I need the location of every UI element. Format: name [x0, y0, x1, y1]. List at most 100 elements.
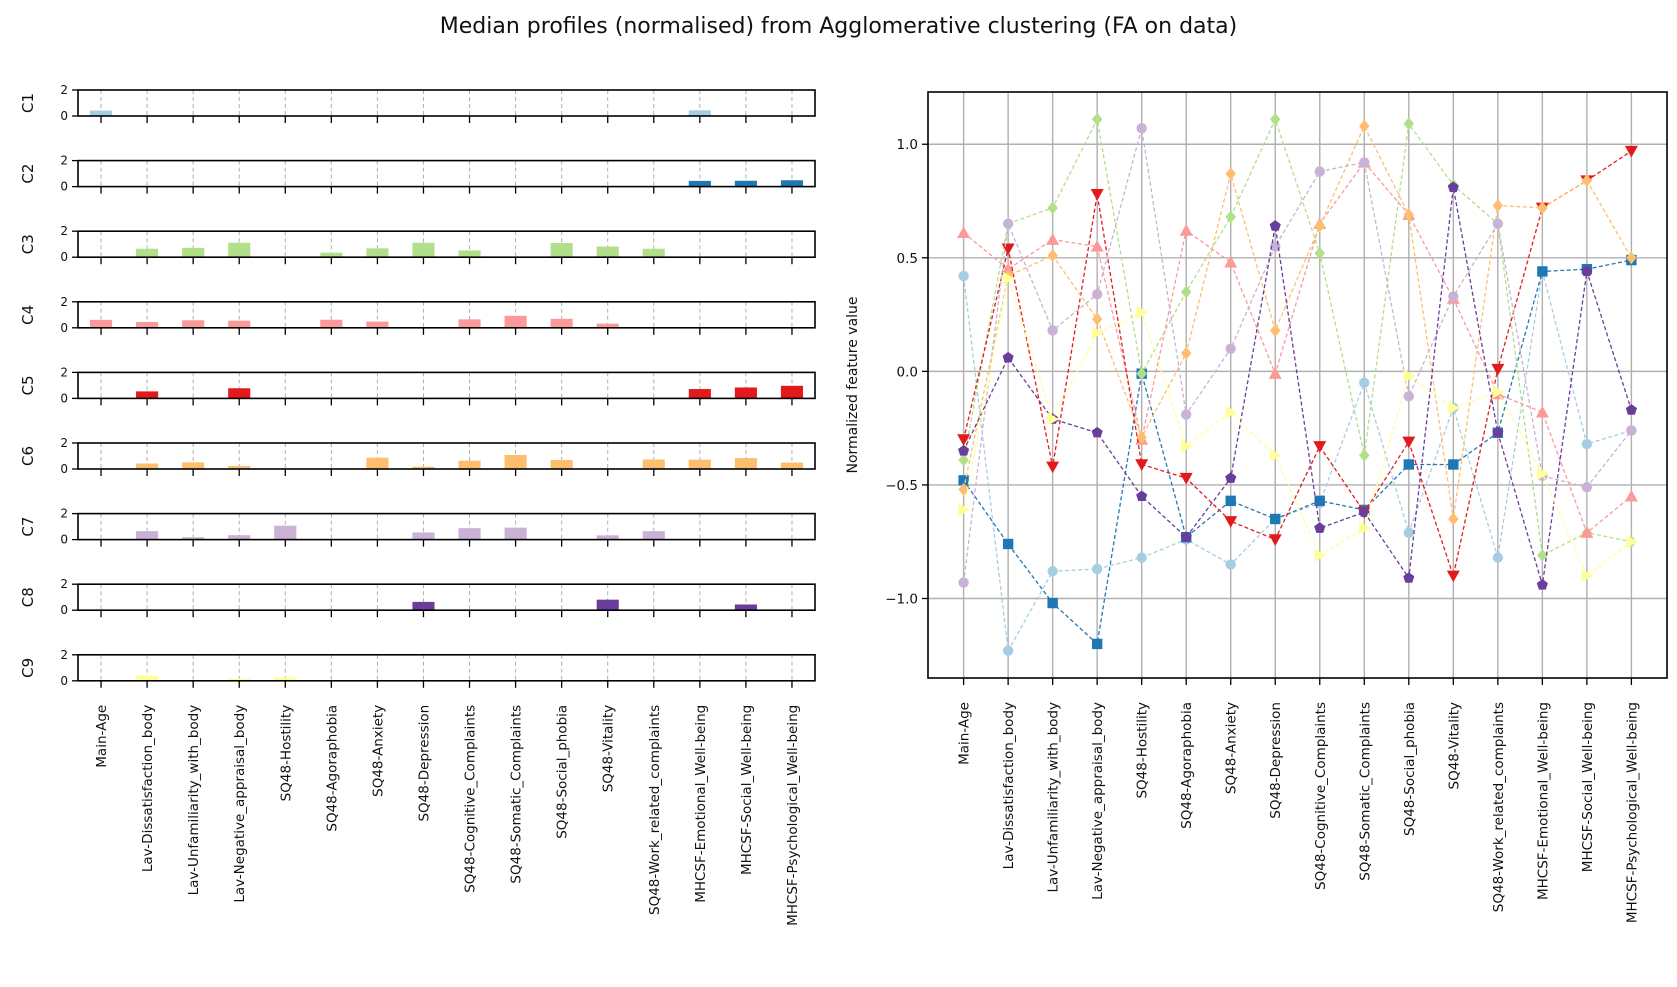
bar-c8-7 — [412, 601, 435, 611]
series-4-point-1 — [1001, 262, 1015, 275]
y-axis-label: Normalized feature value — [845, 296, 861, 473]
series-8-point-10 — [1403, 572, 1415, 583]
y-tick-label: 0 — [60, 533, 68, 547]
y-tick-label: 0 — [60, 109, 68, 123]
series-9-point-15 — [1626, 535, 1638, 549]
series-line-7 — [962, 128, 1632, 583]
panel-frame — [77, 512, 816, 541]
series-4 — [957, 155, 1638, 538]
y-tick-label: 0 — [60, 180, 68, 194]
panel-label: C8 — [19, 587, 37, 607]
series-2-point-13 — [1537, 266, 1548, 277]
bar-c3-2 — [182, 247, 205, 258]
x-tick-label: SQ48-Somatic_Complaints — [1357, 702, 1373, 881]
x-tick-label: SQ48-Depression — [1268, 702, 1284, 819]
bar-c7-1 — [136, 531, 159, 540]
panel-frame — [77, 159, 816, 188]
bar-c6-6 — [366, 457, 389, 469]
x-tick-label: Lav-Dissatisfaction_body — [140, 705, 156, 872]
small-multiples-bar-chart: 2 0 C1 2 0 C2 2 0 C3 2 0 C4 2 0 C5 2 0 C6 2 0 C7 2 0 C8 2 0 C9 Main… — [19, 83, 816, 926]
panel-label: C5 — [19, 375, 37, 395]
bar-c7-4 — [274, 525, 297, 540]
series-3-point-8 — [1314, 246, 1325, 260]
x-tick-label: MHCSF-Social_Well-being — [739, 705, 755, 875]
x-tick-label: MHCSF-Emotional_Well-being — [693, 705, 709, 903]
x-tick-label: Lav-Negative_appraisal_body — [1090, 702, 1106, 900]
panel-frame — [77, 371, 816, 400]
bar-c6-12 — [642, 459, 665, 469]
series-7-point-12 — [1492, 218, 1504, 229]
x-tick-label: Lav-Dissatisfaction_body — [1001, 702, 1017, 869]
series-5-point-7 — [1268, 534, 1282, 546]
x-tick-label: SQ48-Social_phobia — [1402, 702, 1418, 836]
series-4-point-7 — [1268, 367, 1282, 379]
y-tick-label: 2 — [60, 295, 68, 309]
bar-c7-7 — [412, 532, 435, 540]
y-tick-label: −1.0 — [885, 592, 918, 608]
series-3 — [958, 112, 1637, 562]
series-9-point-6 — [1225, 405, 1238, 419]
series-line-4 — [963, 161, 1632, 534]
panel-label: C9 — [19, 658, 37, 678]
x-tick-label: SQ48-Somatic_Complaints — [509, 705, 525, 884]
x-tick-label: SQ48-Cognitive_Complaints — [463, 705, 479, 893]
series-9-point-2 — [1047, 412, 1060, 426]
series-line-1 — [962, 271, 1632, 653]
bar-c6-2 — [182, 462, 205, 469]
x-tick-label: SQ48-Vitality — [601, 705, 617, 793]
x-tick-label: MHCSF-Emotional_Well-being — [1535, 702, 1551, 900]
bar-c9-4 — [274, 677, 297, 681]
series-8-point-14 — [1581, 265, 1593, 277]
series-7-point-5 — [1181, 409, 1192, 420]
bar-c4-3 — [228, 320, 251, 328]
panel-frame — [77, 653, 816, 682]
series-8-point-4 — [1136, 490, 1148, 502]
panel-frame — [77, 230, 816, 258]
bar-c2-15 — [780, 180, 804, 187]
series-9-point-9 — [1359, 521, 1371, 535]
y-tick-label: −0.5 — [885, 478, 918, 494]
x-tick-label: SQ48-Cognitive_Complaints — [1313, 702, 1329, 890]
series-8-point-0 — [958, 445, 970, 456]
panel-label: C3 — [19, 234, 37, 254]
bar-c3-5 — [320, 252, 343, 258]
series-8 — [958, 181, 1637, 590]
series-6-point-9 — [1359, 119, 1370, 133]
series-9-point-8 — [1314, 548, 1327, 562]
series-3-point-6 — [1225, 210, 1236, 224]
bar-c5-1 — [136, 391, 159, 399]
series-line-2 — [963, 259, 1632, 646]
y-tick-label: 2 — [60, 577, 68, 591]
series-2-point-1 — [1002, 538, 1014, 550]
series-9-point-1 — [1002, 271, 1015, 285]
series-3-point-4 — [1136, 367, 1147, 381]
x-tick-label: SQ48-Work_related_complaints — [1491, 702, 1507, 912]
bar-c6-8 — [458, 460, 481, 469]
series-2-point-10 — [1403, 459, 1414, 470]
x-tick-label: SQ48-Social_phobia — [555, 705, 571, 839]
series-6-point-0 — [958, 482, 969, 496]
series-1-point-2 — [1047, 566, 1058, 577]
series-2-point-3 — [1091, 638, 1103, 650]
series-3-point-5 — [1181, 285, 1192, 299]
bar-c1-0 — [89, 110, 113, 116]
series-9-point-12 — [1492, 385, 1505, 399]
bar-c6-9 — [504, 454, 527, 469]
bar-c3-11 — [596, 246, 619, 258]
series-9-point-11 — [1448, 401, 1460, 415]
series-6-point-6 — [1225, 167, 1236, 181]
x-tick-label: Main-Age — [94, 705, 110, 768]
y-tick-label: 2 — [60, 365, 68, 379]
panel-c2: 2 0 C2 — [19, 154, 816, 194]
series-5-point-8 — [1313, 441, 1327, 453]
bar-c5-3 — [228, 388, 251, 399]
y-tick-label: 0 — [60, 674, 68, 688]
bar-c4-6 — [366, 321, 389, 328]
series-8-point-7 — [1269, 220, 1281, 231]
x-tick-label: Lav-Unfamiliarity_with_body — [1046, 702, 1062, 893]
panel-label: C6 — [19, 446, 37, 466]
series-6-point-15 — [1626, 251, 1637, 265]
series-7-point-11 — [1448, 291, 1459, 302]
x-tick-label: SQ48-Work_related_complaints — [647, 705, 663, 915]
